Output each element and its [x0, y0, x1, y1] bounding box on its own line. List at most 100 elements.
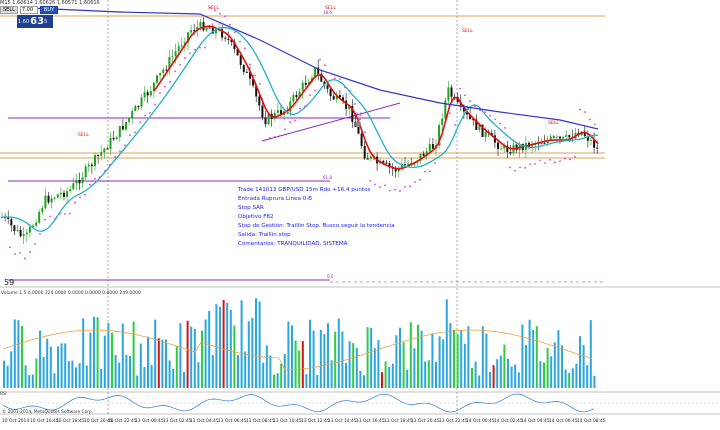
volume-bar: [201, 330, 203, 388]
sar-dot: [434, 162, 436, 165]
sar-dot: [139, 121, 141, 124]
candle-body: [289, 101, 292, 112]
candle-body: [131, 111, 134, 118]
sell-button[interactable]: SELL: [0, 6, 18, 14]
one-click-trade-panel: SELL 7.00 BUY: [0, 6, 59, 14]
candle-body: [193, 30, 196, 32]
sell-quote[interactable]: 1.60 63 5: [17, 15, 53, 28]
volume-bar: [114, 355, 117, 388]
volume-bar: [93, 316, 95, 388]
volume-bar: [496, 359, 499, 388]
x-axis-label: 13 Oct 10:45: [273, 418, 302, 424]
candle-body: [134, 105, 137, 112]
candle-body: [466, 111, 468, 115]
candle-body: [214, 29, 217, 34]
volume-bar: [485, 333, 488, 388]
volume-bar: [499, 355, 502, 388]
volume-bar: [561, 345, 563, 388]
candle-body: [273, 112, 276, 119]
volume-bar: [208, 310, 211, 388]
sar-dot: [14, 252, 16, 255]
note-line-management: Stop de Gestión: Traillin Stop. Busco se…: [238, 223, 395, 229]
volume-bar: [352, 343, 355, 388]
lot-size-input[interactable]: 7.00: [19, 6, 38, 14]
candle-body: [59, 192, 62, 195]
candle-body: [332, 96, 335, 100]
candle-body: [10, 218, 13, 226]
candle-body: [404, 164, 406, 166]
candle-body: [19, 229, 22, 237]
x-axis-label: 13 Oct 00:45: [135, 418, 164, 424]
volume-bar: [456, 334, 459, 388]
volume-bar: [409, 322, 412, 388]
x-axis-label: 10 Oct 22:45: [108, 418, 137, 424]
volume-bar: [251, 317, 254, 388]
x-axis-label: 10 Oct 16:45: [30, 418, 59, 424]
x-axis-label: 13 Oct 14:45: [328, 418, 357, 424]
candle-body: [149, 90, 152, 96]
candle-body: [304, 82, 307, 85]
volume-bar: [517, 372, 520, 388]
candle-body: [221, 29, 224, 38]
volume-bar: [215, 304, 218, 388]
candle-body: [125, 121, 127, 130]
sar-dot: [319, 58, 321, 61]
volume-bar: [334, 331, 337, 388]
sar-dot: [444, 123, 446, 126]
sar-dot: [24, 257, 26, 260]
candle-body: [351, 106, 354, 122]
x-axis-label: 10 Oct 18:45: [56, 418, 85, 424]
candle-body: [583, 131, 586, 137]
candle-body: [81, 177, 84, 184]
volume-bar: [255, 298, 257, 388]
sar-dot: [414, 181, 416, 183]
level-label: 61.8: [323, 175, 332, 180]
volume-bar: [406, 369, 409, 388]
candle-body: [422, 153, 425, 156]
volume-bar: [107, 322, 110, 388]
candle-body: [146, 92, 149, 96]
candle-body: [75, 180, 78, 184]
volume-bar: [539, 361, 542, 388]
volume-bar: [269, 355, 272, 388]
volume-bar: [445, 299, 448, 388]
sar-dot: [584, 111, 586, 113]
sar-dot: [569, 158, 571, 161]
sar-dot: [554, 161, 556, 164]
volume-bar: [586, 365, 589, 388]
volume-bar: [280, 363, 283, 388]
volume-bar: [366, 327, 369, 388]
candle-body: [317, 67, 320, 74]
candle-body: [385, 162, 388, 164]
volume-bar: [165, 339, 167, 388]
candle-body: [478, 124, 481, 130]
sar-dot: [234, 31, 236, 34]
volume-bar: [21, 326, 23, 388]
volume-bar: [67, 361, 70, 388]
candle-body: [28, 227, 31, 233]
candle-body: [190, 30, 193, 33]
candle-body: [400, 164, 403, 168]
quote-big-digits: 63: [30, 16, 45, 27]
volume-bar: [568, 372, 571, 388]
volume-bar: [157, 338, 160, 388]
candle-body: [35, 222, 38, 226]
x-axis-label: 13 Oct 20:45: [411, 418, 440, 424]
volume-bar: [571, 368, 574, 388]
sar-dot: [524, 166, 526, 169]
volume-bar: [435, 361, 437, 388]
buy-button[interactable]: BUY: [39, 6, 59, 14]
x-axis-label: 13 Oct 06:45: [218, 418, 247, 424]
candle-body: [171, 56, 174, 58]
candle-body: [22, 234, 25, 237]
volume-bar: [442, 339, 445, 388]
candle-body: [500, 148, 503, 150]
candle-body: [152, 82, 155, 91]
candle-body: [490, 133, 493, 136]
sar-dot: [324, 64, 326, 67]
sar-dot: [509, 166, 511, 169]
sar-dot: [149, 111, 151, 114]
sar-dot: [279, 134, 281, 137]
